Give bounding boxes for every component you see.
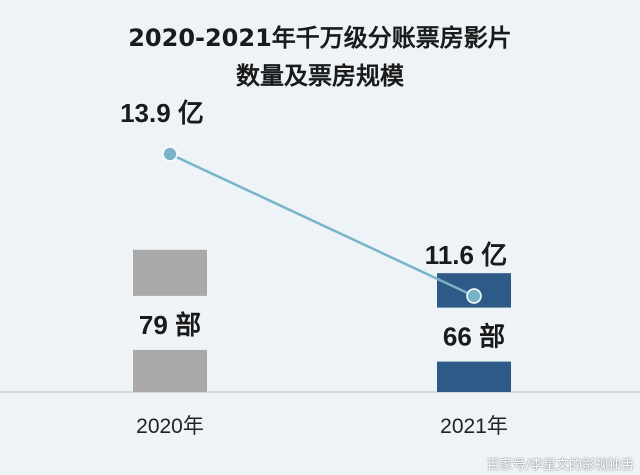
- line-point-0: [162, 146, 178, 162]
- line-value-label-0: 13.9 亿: [120, 98, 204, 128]
- line-value-label-1: 11.6 亿: [425, 240, 507, 270]
- line-point-1: [466, 288, 482, 304]
- bar-1-lower: [437, 361, 511, 392]
- watermark-text: 百家号/李星文的影视独舌: [486, 458, 634, 473]
- category-label-1: 2021年: [440, 415, 508, 438]
- bar-0-lower: [133, 349, 207, 392]
- category-label-0: 2020年: [136, 415, 204, 438]
- bar-0-upper: [133, 249, 207, 296]
- chart-title-line-1: 2020-2021年千万级分账票房影片: [128, 24, 512, 52]
- chart-title-line-2: 数量及票房规模: [236, 62, 404, 90]
- bar-value-label-1: 66 部: [443, 322, 505, 352]
- bar-value-label-0: 79 部: [139, 310, 201, 340]
- box-office-line: [169, 152, 475, 298]
